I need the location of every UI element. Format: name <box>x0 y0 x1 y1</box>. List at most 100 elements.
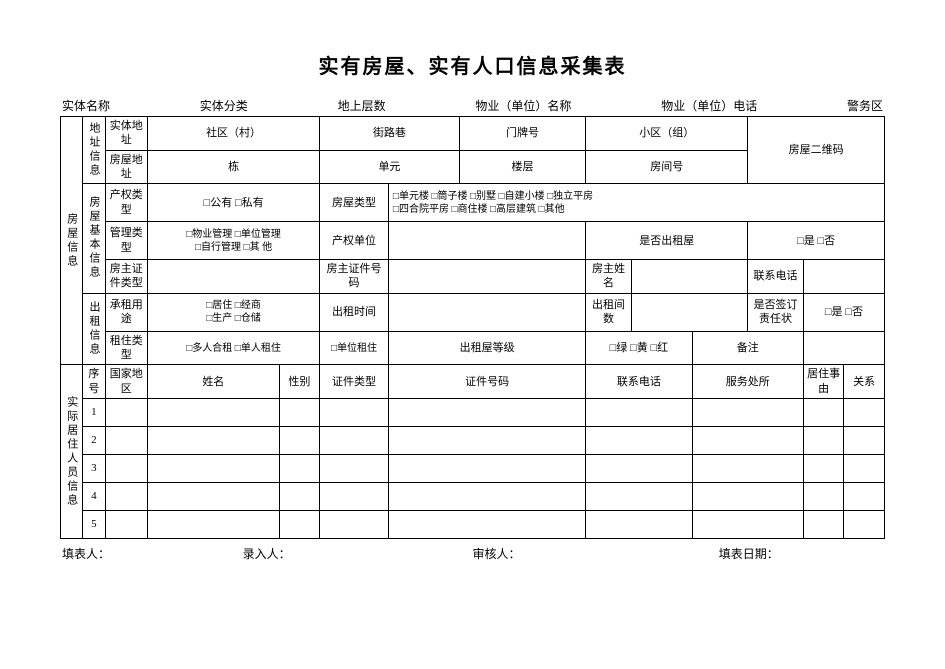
opts-house-type-a: □单元楼 □筒子楼 □别墅 □自建小楼 □独立平房 <box>393 190 881 203</box>
th-idtype: 证件类型 <box>320 365 389 399</box>
cell <box>148 454 280 482</box>
cell <box>586 426 692 454</box>
cell <box>105 482 148 510</box>
opts-ownership: □公有 □私有 <box>148 184 320 222</box>
lbl-rental-time: 出租时间 <box>320 293 389 331</box>
lbl-rental-rooms: 出租间数 <box>586 293 632 331</box>
val-rental-time <box>388 293 585 331</box>
cell <box>320 454 389 482</box>
opts-house-type: □单元楼 □筒子楼 □别墅 □自建小楼 □独立平房 □四合院平房 □商住楼 □高… <box>388 184 884 222</box>
table-row: 1 <box>61 398 885 426</box>
cell <box>586 482 692 510</box>
ftr-date: 填表日期： <box>719 545 779 562</box>
hdr-floors: 地上层数 <box>338 97 386 114</box>
lbl-street: 街路巷 <box>320 117 460 151</box>
lbl-mgmt-type: 管理类型 <box>105 222 148 260</box>
lbl-rental-purpose: 承租用途 <box>105 293 148 331</box>
opts-tenancy-1: □多人合租 □单人租住 <box>148 331 320 365</box>
cell <box>803 482 843 510</box>
table-row: 3 <box>61 454 885 482</box>
cell <box>279 426 320 454</box>
lbl-owner-name: 房主姓名 <box>586 260 632 294</box>
cell <box>320 426 389 454</box>
cell <box>803 454 843 482</box>
th-reason: 居住事由 <box>803 365 843 399</box>
cell <box>803 510 843 538</box>
cell <box>388 482 585 510</box>
th-idnum: 证件号码 <box>388 365 585 399</box>
cell <box>692 482 803 510</box>
cell <box>844 510 885 538</box>
cell <box>320 482 389 510</box>
th-country: 国家地区 <box>105 365 148 399</box>
opts-tenancy-2: □单位租住 <box>320 331 389 365</box>
cell <box>148 426 280 454</box>
footer-labels: 填表人： 录入人： 审核人： 填表日期： <box>60 545 885 562</box>
lbl-ownership-unit: 产权单位 <box>320 222 389 260</box>
th-gender: 性别 <box>279 365 320 399</box>
row-seq: 2 <box>83 426 105 454</box>
lbl-room: 房间号 <box>586 150 748 184</box>
cell <box>279 398 320 426</box>
row-seq: 1 <box>83 398 105 426</box>
th-phone: 联系电话 <box>586 365 692 399</box>
cell <box>388 398 585 426</box>
lbl-is-rental: 是否出租屋 <box>586 222 748 260</box>
cell <box>586 510 692 538</box>
cell <box>279 454 320 482</box>
row-seq: 5 <box>83 510 105 538</box>
ftr-entry: 录入人： <box>243 545 473 562</box>
lbl-doorplate: 门牌号 <box>459 117 586 151</box>
main-table: 房屋信息 地址信息 实体地址 社区（村） 街路巷 门牌号 小区（组） 房屋二维码… <box>60 116 885 539</box>
lbl-block: 小区（组） <box>586 117 748 151</box>
cell <box>692 398 803 426</box>
th-workplace: 服务处所 <box>692 365 803 399</box>
cell <box>803 398 843 426</box>
cell <box>388 454 585 482</box>
opts-mgmt: □物业管理 □单位管理 □自行管理 □其 他 <box>148 222 320 260</box>
cell <box>586 454 692 482</box>
cell <box>803 426 843 454</box>
row-seq: 3 <box>83 454 105 482</box>
cell <box>105 398 148 426</box>
section-house-basic: 房屋基本信息 <box>83 184 105 294</box>
header-labels: 实体名称 实体分类 地上层数 物业（单位）名称 物业（单位）电话 警务区 <box>60 97 885 114</box>
cell <box>279 482 320 510</box>
cell <box>692 510 803 538</box>
lbl-community: 社区（村） <box>148 117 320 151</box>
section-residents: 实际居住人员信息 <box>61 365 83 539</box>
th-name: 姓名 <box>148 365 280 399</box>
cell <box>279 510 320 538</box>
row-seq: 4 <box>83 482 105 510</box>
lbl-floor: 楼层 <box>459 150 586 184</box>
opts-rental-purpose-a: □居住 □经商 <box>151 299 316 312</box>
opts-rental-purpose-b: □生产 □仓储 <box>151 312 316 325</box>
section-rental: 出租信息 <box>83 293 105 365</box>
val-owner-idnum <box>388 260 585 294</box>
table-row: 5 <box>61 510 885 538</box>
ftr-audit: 审核人： <box>472 545 718 562</box>
cell <box>844 398 885 426</box>
opts-mgmt-a: □物业管理 □单位管理 <box>151 228 316 241</box>
cell <box>844 482 885 510</box>
hdr-police-area: 警务区 <box>847 97 883 114</box>
lbl-qrcode: 房屋二维码 <box>748 117 885 184</box>
cell <box>388 510 585 538</box>
opts-liability: □是 □否 <box>803 293 884 331</box>
cell <box>320 398 389 426</box>
hdr-property-name: 物业（单位）名称 <box>475 97 571 114</box>
lbl-ownership-type: 产权类型 <box>105 184 148 222</box>
cell <box>148 482 280 510</box>
lbl-owner-idnum: 房主证件号码 <box>320 260 389 294</box>
section-address: 地址信息 <box>83 117 105 184</box>
lbl-owner-phone: 联系电话 <box>748 260 804 294</box>
hdr-property-phone: 物业（单位）电话 <box>661 97 757 114</box>
form-title: 实有房屋、实有人口信息采集表 <box>60 50 885 79</box>
cell <box>105 454 148 482</box>
cell <box>320 510 389 538</box>
cell <box>844 454 885 482</box>
hdr-entity-class: 实体分类 <box>200 97 248 114</box>
hdr-entity-name: 实体名称 <box>62 97 110 114</box>
val-owner-idtype <box>148 260 320 294</box>
cell <box>692 454 803 482</box>
